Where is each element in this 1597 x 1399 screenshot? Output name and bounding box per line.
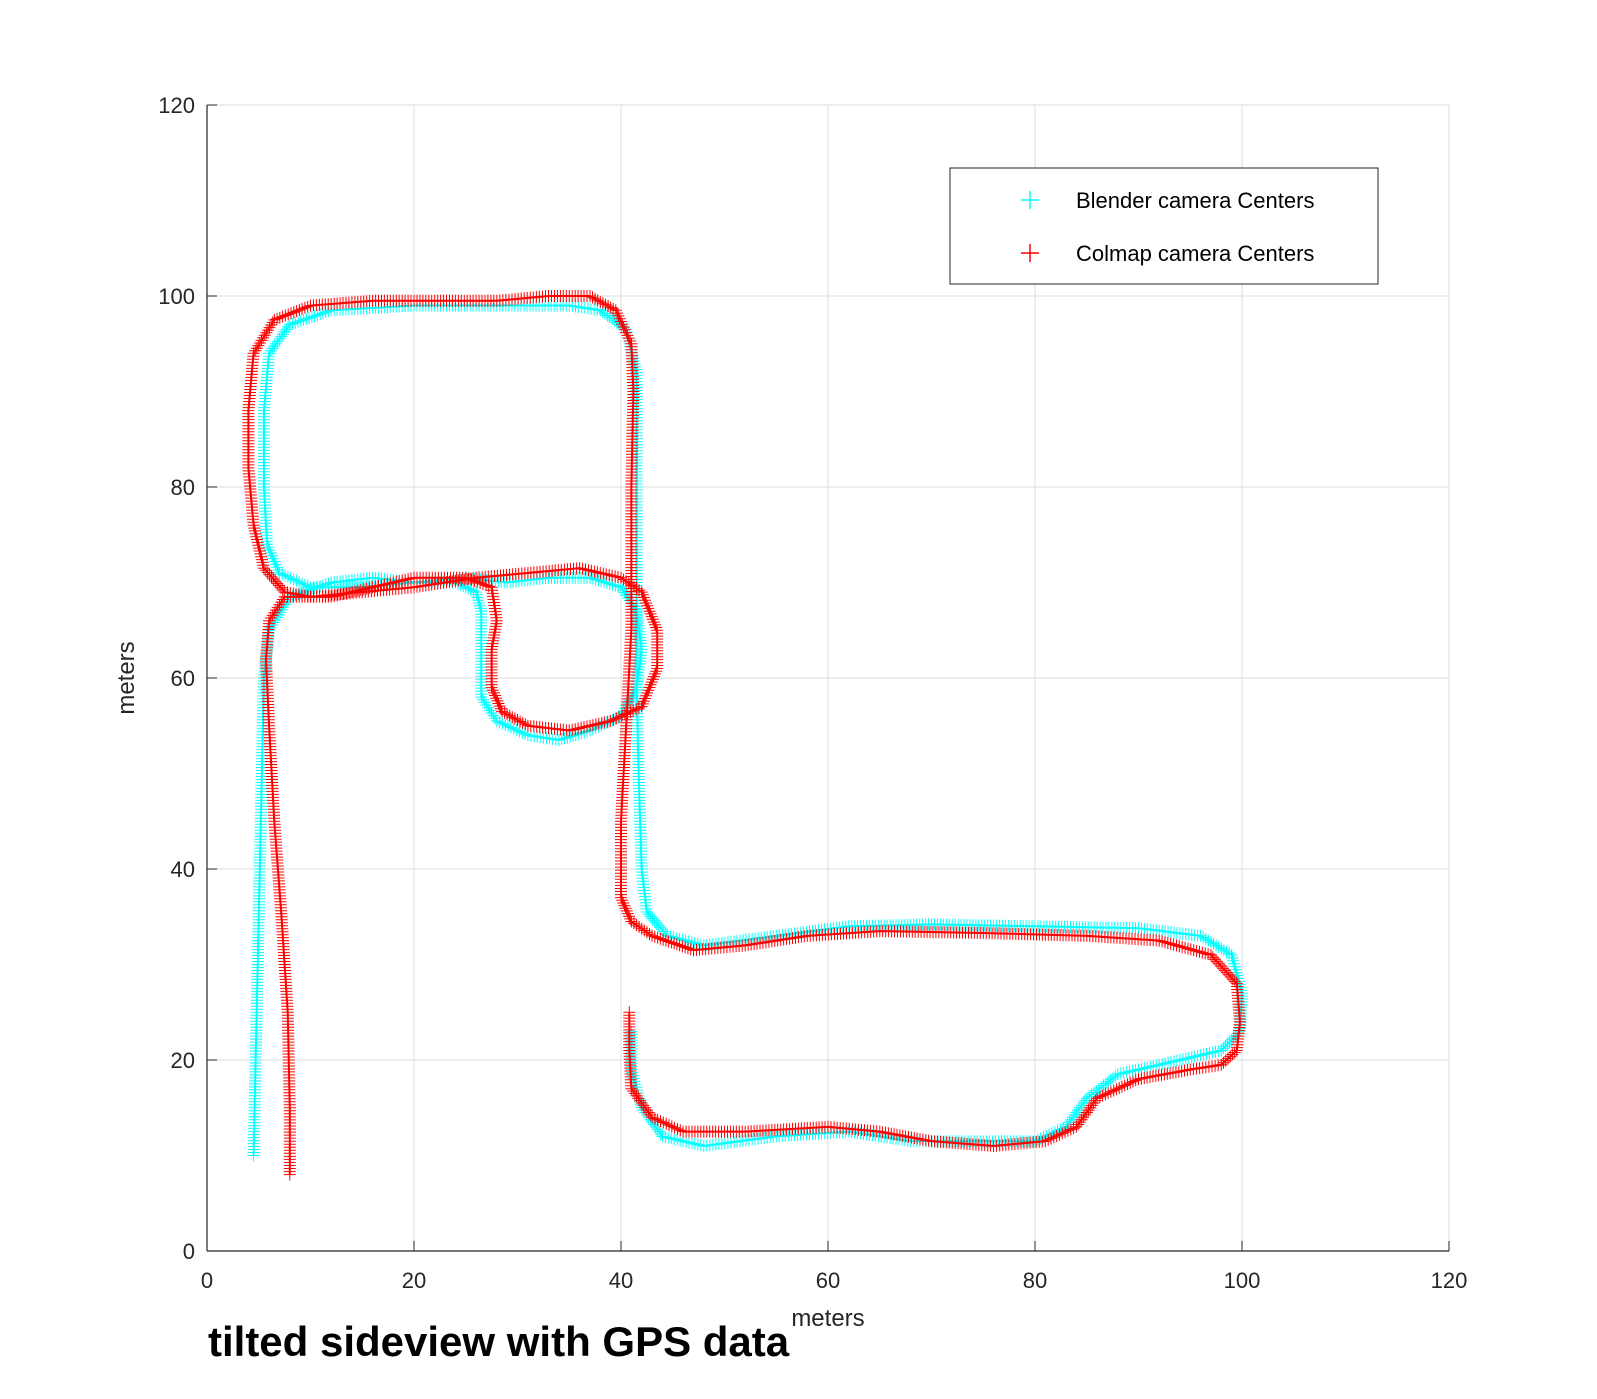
y-tick-label: 40 [171, 857, 195, 882]
series-markers [242, 290, 1246, 1181]
x-tick-label: 80 [1023, 1268, 1047, 1293]
legend-label-blender: Blender camera Centers [1076, 188, 1314, 213]
y-tick-label: 120 [158, 93, 195, 118]
legend-plus-marker [1021, 244, 1039, 262]
y-tick-label: 0 [183, 1239, 195, 1264]
series-blender [247, 299, 1248, 1162]
legend-marker-blender [1021, 191, 1039, 209]
figure-caption: tilted sideview with GPS data [208, 1318, 790, 1365]
y-tick-label: 100 [158, 284, 195, 309]
legend-box [949, 167, 1379, 285]
series-layer [242, 290, 1248, 1181]
x-tick-label: 0 [201, 1268, 213, 1293]
legend-label-colmap: Colmap camera Centers [1076, 241, 1314, 266]
y-tick-label: 80 [171, 475, 195, 500]
legend-marker-colmap [1021, 244, 1039, 262]
x-tick-label: 120 [1431, 1268, 1468, 1293]
y-tick-label: 60 [171, 666, 195, 691]
x-tick-label: 100 [1224, 1268, 1261, 1293]
x-tick-label: 20 [402, 1268, 426, 1293]
y-axis-title: meters [113, 641, 140, 714]
axes [206, 104, 1450, 1252]
tick-labels: 0 20 40 60 80 100 120 0 20 40 60 80 100 120 [158, 93, 1467, 1293]
x-axis-title: meters [791, 1305, 864, 1332]
x-tick-label: 60 [816, 1268, 840, 1293]
series-colmap [242, 290, 1246, 1181]
x-tick-label: 40 [609, 1268, 633, 1293]
legend: Blender camera Centers Colmap camera Cen… [949, 167, 1379, 285]
y-tick-label: 20 [171, 1048, 195, 1073]
legend-plus-marker [1021, 191, 1039, 209]
